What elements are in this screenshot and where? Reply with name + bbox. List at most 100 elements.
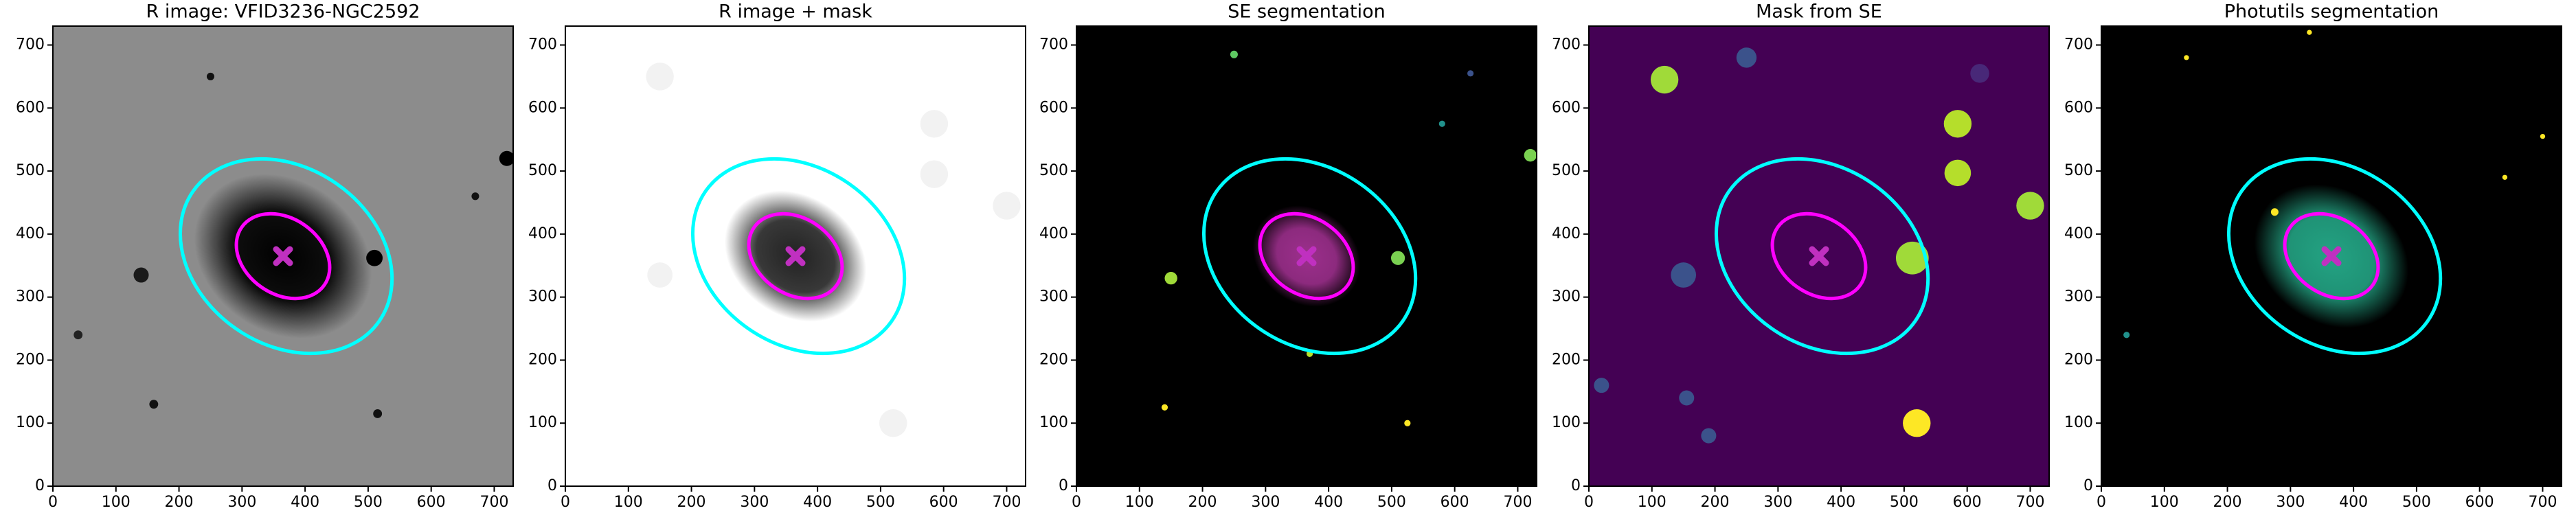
y-tick-label: 400	[1552, 225, 1581, 242]
x-tick-label: 500	[2402, 494, 2431, 511]
aperture-ellipse	[690, 157, 907, 356]
source	[879, 409, 907, 437]
x-tick-label: 600	[1953, 494, 1982, 511]
axes-frame	[2101, 25, 2562, 487]
source	[1390, 251, 1405, 265]
panel-title: Mask from SE	[1756, 1, 1882, 23]
panel-title: SE segmentation	[1228, 1, 1385, 23]
source	[1701, 428, 1717, 444]
source	[471, 192, 479, 201]
source	[133, 267, 149, 283]
x-tick-label: 200	[1188, 494, 1217, 511]
panel-title: Photutils segmentation	[2224, 1, 2439, 23]
x-tick-label: 300	[1763, 494, 1792, 511]
y-tick-label: 100	[16, 414, 45, 431]
y-tick-label: 600	[16, 99, 45, 116]
y-tick-label: 200	[1552, 351, 1581, 368]
x-tick-label: 400	[1827, 494, 1855, 511]
y-tick-label: 300	[16, 288, 45, 306]
y-tick-label: 700	[1039, 36, 1068, 54]
panel: R image: VFID3236-NGC2592 0 100 200 300 400 50…	[16, 1, 514, 511]
y-tick-label: 500	[1039, 162, 1068, 179]
x-tick-label: 400	[2339, 494, 2368, 511]
image-area	[2101, 26, 2562, 486]
y-tick-label: 600	[1552, 99, 1581, 116]
source	[1943, 110, 1972, 138]
y-tick-label: 0	[35, 477, 45, 494]
source	[920, 160, 949, 188]
x-tick-label: 0	[561, 494, 570, 511]
source	[1230, 50, 1238, 58]
source	[1164, 271, 1177, 285]
source	[1524, 148, 1537, 162]
source	[1467, 70, 1474, 77]
source	[1594, 378, 1609, 393]
x-tick-label: 0	[48, 494, 58, 511]
source	[1903, 409, 1931, 437]
source	[1736, 47, 1757, 68]
y-tick-label: 300	[1552, 288, 1581, 306]
x-tick-label: 600	[929, 494, 958, 511]
x-tick-label: 700	[479, 494, 508, 511]
y-tick-label: 400	[1039, 225, 1068, 242]
y-tick-label: 400	[2064, 225, 2093, 242]
x-tick-label: 600	[417, 494, 446, 511]
source	[366, 249, 383, 266]
y-tick-label: 100	[2064, 414, 2093, 431]
aperture-ellipse	[1714, 157, 1930, 356]
x-tick-label: 700	[2015, 494, 2044, 511]
x-tick-label: 300	[740, 494, 769, 511]
panel-title: R image + mask	[719, 1, 872, 23]
axes-frame	[52, 25, 514, 487]
panel: Mask from SE 0 100 200 300 400 500 600 700 0 100 20…	[1552, 1, 2050, 511]
source	[1438, 120, 1445, 127]
aperture-ellipse	[2283, 211, 2380, 301]
x-tick-label: 100	[1638, 494, 1667, 511]
source	[1944, 159, 1971, 187]
x-tick-label: 500	[1377, 494, 1406, 511]
source	[206, 72, 214, 80]
y-tick-label: 100	[1552, 414, 1581, 431]
x-tick-label: 600	[2465, 494, 2494, 511]
aperture-ellipse	[747, 211, 844, 301]
y-tick-label: 100	[528, 414, 557, 431]
y-tick-label: 300	[528, 288, 557, 306]
aperture-ellipse	[1201, 157, 1418, 356]
x-tick-label: 500	[1890, 494, 1919, 511]
x-tick-label: 400	[1314, 494, 1343, 511]
x-tick-label: 500	[354, 494, 383, 511]
y-tick-label: 0	[547, 477, 557, 494]
image-area	[1076, 26, 1537, 486]
y-tick-label: 0	[2083, 477, 2093, 494]
source	[1650, 65, 1679, 94]
source	[1679, 390, 1695, 406]
y-tick-label: 500	[1552, 162, 1581, 179]
x-tick-label: 0	[1072, 494, 1081, 511]
y-tick-label: 700	[1552, 36, 1581, 54]
x-tick-label: 600	[1440, 494, 1469, 511]
center-marker	[2321, 246, 2342, 266]
axes-frame	[1076, 25, 1537, 487]
y-tick-label: 0	[1571, 477, 1581, 494]
x-tick-label: 100	[2150, 494, 2179, 511]
source	[499, 150, 513, 166]
center-marker	[1809, 246, 1829, 266]
y-tick-label: 700	[16, 36, 45, 54]
y-tick-label: 200	[2064, 351, 2093, 368]
source	[2540, 133, 2546, 139]
y-tick-label: 500	[2064, 162, 2093, 179]
source	[1671, 262, 1697, 288]
y-tick-label: 600	[528, 99, 557, 116]
panel: R image + mask 0 100 200 300 400 500 600 700 0 100…	[528, 1, 1026, 511]
y-tick-label: 700	[528, 36, 557, 54]
center-marker	[1296, 246, 1317, 266]
aperture-ellipse	[178, 157, 394, 356]
source	[2502, 174, 2508, 180]
x-tick-label: 400	[803, 494, 832, 511]
x-tick-label: 100	[1125, 494, 1154, 511]
x-tick-label: 0	[1584, 494, 1594, 511]
y-tick-label: 200	[16, 351, 45, 368]
axes-frame	[1588, 25, 2050, 487]
